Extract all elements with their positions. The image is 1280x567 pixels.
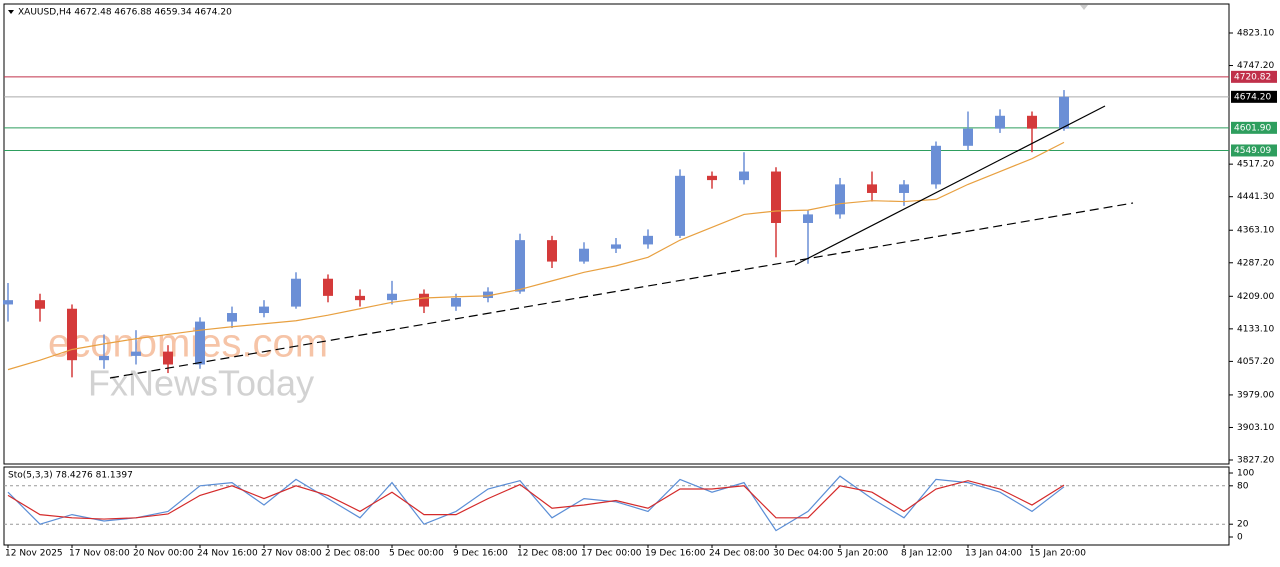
chart-title: XAUUSD,H4 4672.48 4676.88 4659.34 4674.2… — [18, 8, 232, 18]
price-label-box — [1231, 70, 1277, 83]
candle-body — [323, 278, 333, 296]
x-tick-label: 8 Jan 12:00 — [901, 549, 953, 559]
y-tick-label: 4517.20 — [1237, 160, 1274, 170]
x-tick-label: 17 Nov 08:00 — [69, 549, 130, 559]
price-label-box — [1231, 121, 1277, 134]
candle-body — [259, 306, 269, 314]
trend-line — [794, 105, 1106, 266]
candle-body — [547, 240, 557, 262]
plot — [3, 76, 1229, 378]
x-tick-label: 17 Dec 00:00 — [581, 549, 642, 559]
x-tick-label: 27 Nov 08:00 — [261, 549, 322, 559]
candle-body — [675, 175, 685, 236]
candle-body — [67, 308, 77, 361]
oscillator-title: Sto(5,3,3) 78.4276 81.1397 — [8, 471, 133, 481]
y-tick-label: 4747.20 — [1237, 61, 1274, 71]
x-tick-label: 24 Dec 08:00 — [709, 549, 770, 559]
candle-body — [931, 145, 941, 185]
y-tick-label: 3827.20 — [1237, 456, 1274, 466]
candle-body — [131, 351, 141, 356]
candle-body — [515, 240, 525, 292]
candle-body — [35, 300, 45, 309]
y-tick-label: 4363.10 — [1237, 226, 1274, 236]
candle-body — [611, 244, 621, 249]
candle-body — [3, 300, 13, 305]
osc-y-tick-label: 100 — [1237, 469, 1254, 479]
x-tick-label: 30 Dec 04:00 — [773, 549, 834, 559]
candle-body — [899, 184, 909, 193]
candle-body — [451, 298, 461, 307]
candle-body — [867, 184, 877, 193]
y-tick-label: 4441.30 — [1237, 192, 1274, 202]
y-tick-label: 4823.10 — [1237, 28, 1274, 38]
price-label: 4720.82 — [1234, 72, 1271, 82]
x-tick-label: 5 Dec 00:00 — [389, 549, 444, 559]
candle-body — [163, 351, 173, 365]
candle-body — [419, 293, 429, 307]
x-tick-label: 12 Dec 08:00 — [517, 549, 578, 559]
candle-body — [195, 321, 205, 365]
candle-body — [1059, 96, 1069, 129]
x-tick-label: 15 Jan 20:00 — [1029, 549, 1086, 559]
osc-y-tick-label: 80 — [1237, 481, 1249, 491]
trend-line — [109, 202, 1134, 379]
price-label: 4601.90 — [1234, 123, 1271, 133]
y-tick-label: 4209.00 — [1237, 292, 1274, 302]
candle-body — [803, 214, 813, 223]
candle-body — [707, 175, 717, 181]
oscillator-line — [7, 475, 1065, 532]
x-tick-label: 12 Nov 2025 — [5, 549, 63, 559]
x-tick-label: 20 Nov 00:00 — [133, 549, 194, 559]
scroll-marker — [1080, 5, 1088, 10]
candle-body — [963, 128, 973, 146]
candle-body — [739, 171, 749, 181]
x-tick-label: 9 Dec 16:00 — [453, 549, 508, 559]
price-label-box — [1231, 144, 1277, 157]
candle-body — [643, 235, 653, 245]
candle-body — [355, 295, 365, 301]
candle-body — [227, 313, 237, 322]
watermark: economies.com — [48, 322, 328, 366]
candle-body — [771, 171, 781, 223]
price-label: 4674.20 — [1234, 92, 1271, 102]
oscillator-line — [7, 480, 1065, 520]
x-tick-label: 19 Dec 16:00 — [645, 549, 706, 559]
menu-arrow — [8, 10, 14, 14]
y-tick-label: 4057.20 — [1237, 357, 1274, 367]
moving-average — [7, 141, 1065, 371]
y-tick-label: 3903.10 — [1237, 423, 1274, 433]
price-label-box — [1231, 90, 1277, 103]
oscillator-panel — [3, 466, 1230, 546]
osc-y-tick-label: 0 — [1237, 533, 1243, 543]
watermark: FxNewsToday — [88, 363, 314, 404]
x-tick-label: 2 Dec 08:00 — [325, 549, 380, 559]
candle-body — [1027, 115, 1037, 129]
osc-y-tick-label: 20 — [1237, 520, 1249, 530]
y-tick-label: 3979.00 — [1237, 390, 1274, 400]
candle-body — [995, 115, 1005, 129]
x-tick-label: 5 Jan 20:00 — [837, 549, 889, 559]
candle-body — [835, 184, 845, 215]
candle-body — [387, 293, 397, 301]
x-tick-label: 13 Jan 04:00 — [965, 549, 1022, 559]
price-label: 4549.09 — [1234, 146, 1271, 156]
y-tick-label: 4287.20 — [1237, 258, 1274, 268]
candle-body — [579, 248, 589, 262]
candle-body — [483, 291, 493, 299]
candle-body — [291, 278, 301, 307]
x-tick-label: 24 Nov 16:00 — [197, 549, 258, 559]
y-tick-label: 4133.10 — [1237, 324, 1274, 334]
candle-body — [99, 355, 109, 361]
main-panel — [3, 3, 1230, 465]
